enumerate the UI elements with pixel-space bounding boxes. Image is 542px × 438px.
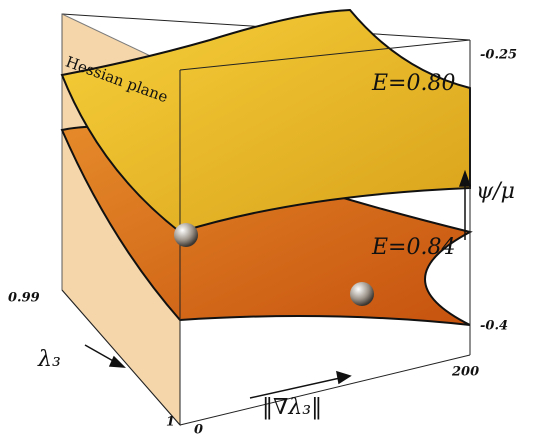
box-edge xyxy=(180,355,470,425)
axis-label: λ₃ xyxy=(37,347,61,372)
tick-label: -0.4 xyxy=(480,319,508,334)
ball xyxy=(350,282,374,306)
ball xyxy=(174,223,198,247)
tick-label: -0.25 xyxy=(480,48,517,63)
tick-label: 0.99 xyxy=(8,291,40,306)
surface-label: E=0.84 xyxy=(371,235,455,260)
axis-label: ψ/μ xyxy=(476,179,515,204)
diagram: Hessian plane E=0.80 E=0.84 -0.25 -0.4 ψ… xyxy=(0,0,542,438)
tick-label: 1 xyxy=(166,415,175,430)
tick-label: 200 xyxy=(451,365,479,380)
axis-label: ‖∇λ₃‖ xyxy=(262,395,322,420)
surface-label: E=0.80 xyxy=(371,71,455,96)
tick-label: 0 xyxy=(194,423,203,438)
